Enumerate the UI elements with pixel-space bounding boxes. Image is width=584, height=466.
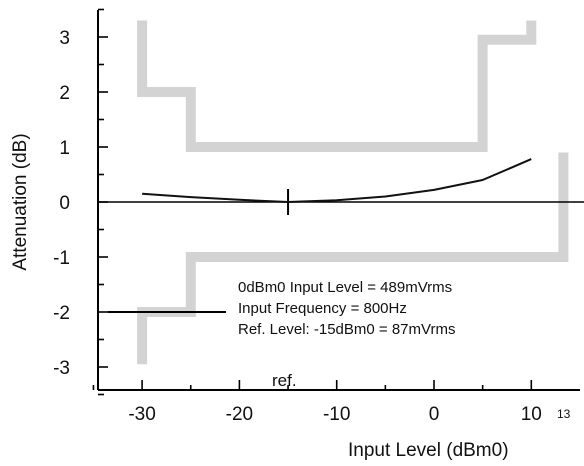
lower-limit-line — [137, 152, 569, 365]
y-axis-title: Attenuation (dB) — [10, 133, 31, 270]
attenuation-curve — [142, 158, 532, 203]
note-line-2: Ref. Level: -15dBm0 = 87mVrms — [238, 321, 455, 338]
x-tick-label: -20 — [226, 404, 253, 425]
x-tick-label: 10 — [521, 404, 542, 425]
x-axis-title: Input Level (dBm0) — [348, 440, 509, 461]
labels: Input Level (dBm0) Attenuation (dB) 13 0… — [10, 133, 571, 461]
y-tick-label: -2 — [53, 303, 70, 324]
figure-number: 13 — [557, 407, 571, 421]
y-tick-label: -3 — [53, 358, 70, 379]
note-line-0: 0dBm0 Input Level = 489mVrms — [238, 279, 452, 296]
y-tick-label: -1 — [53, 248, 70, 269]
upper-limit-line — [137, 20, 537, 152]
y-tick-label: 1 — [59, 138, 70, 159]
y-tick-label: 2 — [59, 83, 70, 104]
y-tick-label: 3 — [59, 28, 70, 49]
curve-layer — [108, 158, 532, 313]
x-tick-label: -30 — [128, 404, 155, 425]
x-tick-label: -10 — [323, 404, 350, 425]
note-line-1: Input Frequency = 800Hz — [238, 300, 407, 317]
x-tick-label: 0 — [429, 404, 440, 425]
reference-label: ref. — [272, 371, 297, 390]
y-tick-label: 0 — [59, 193, 70, 214]
limit-lines — [137, 20, 569, 365]
